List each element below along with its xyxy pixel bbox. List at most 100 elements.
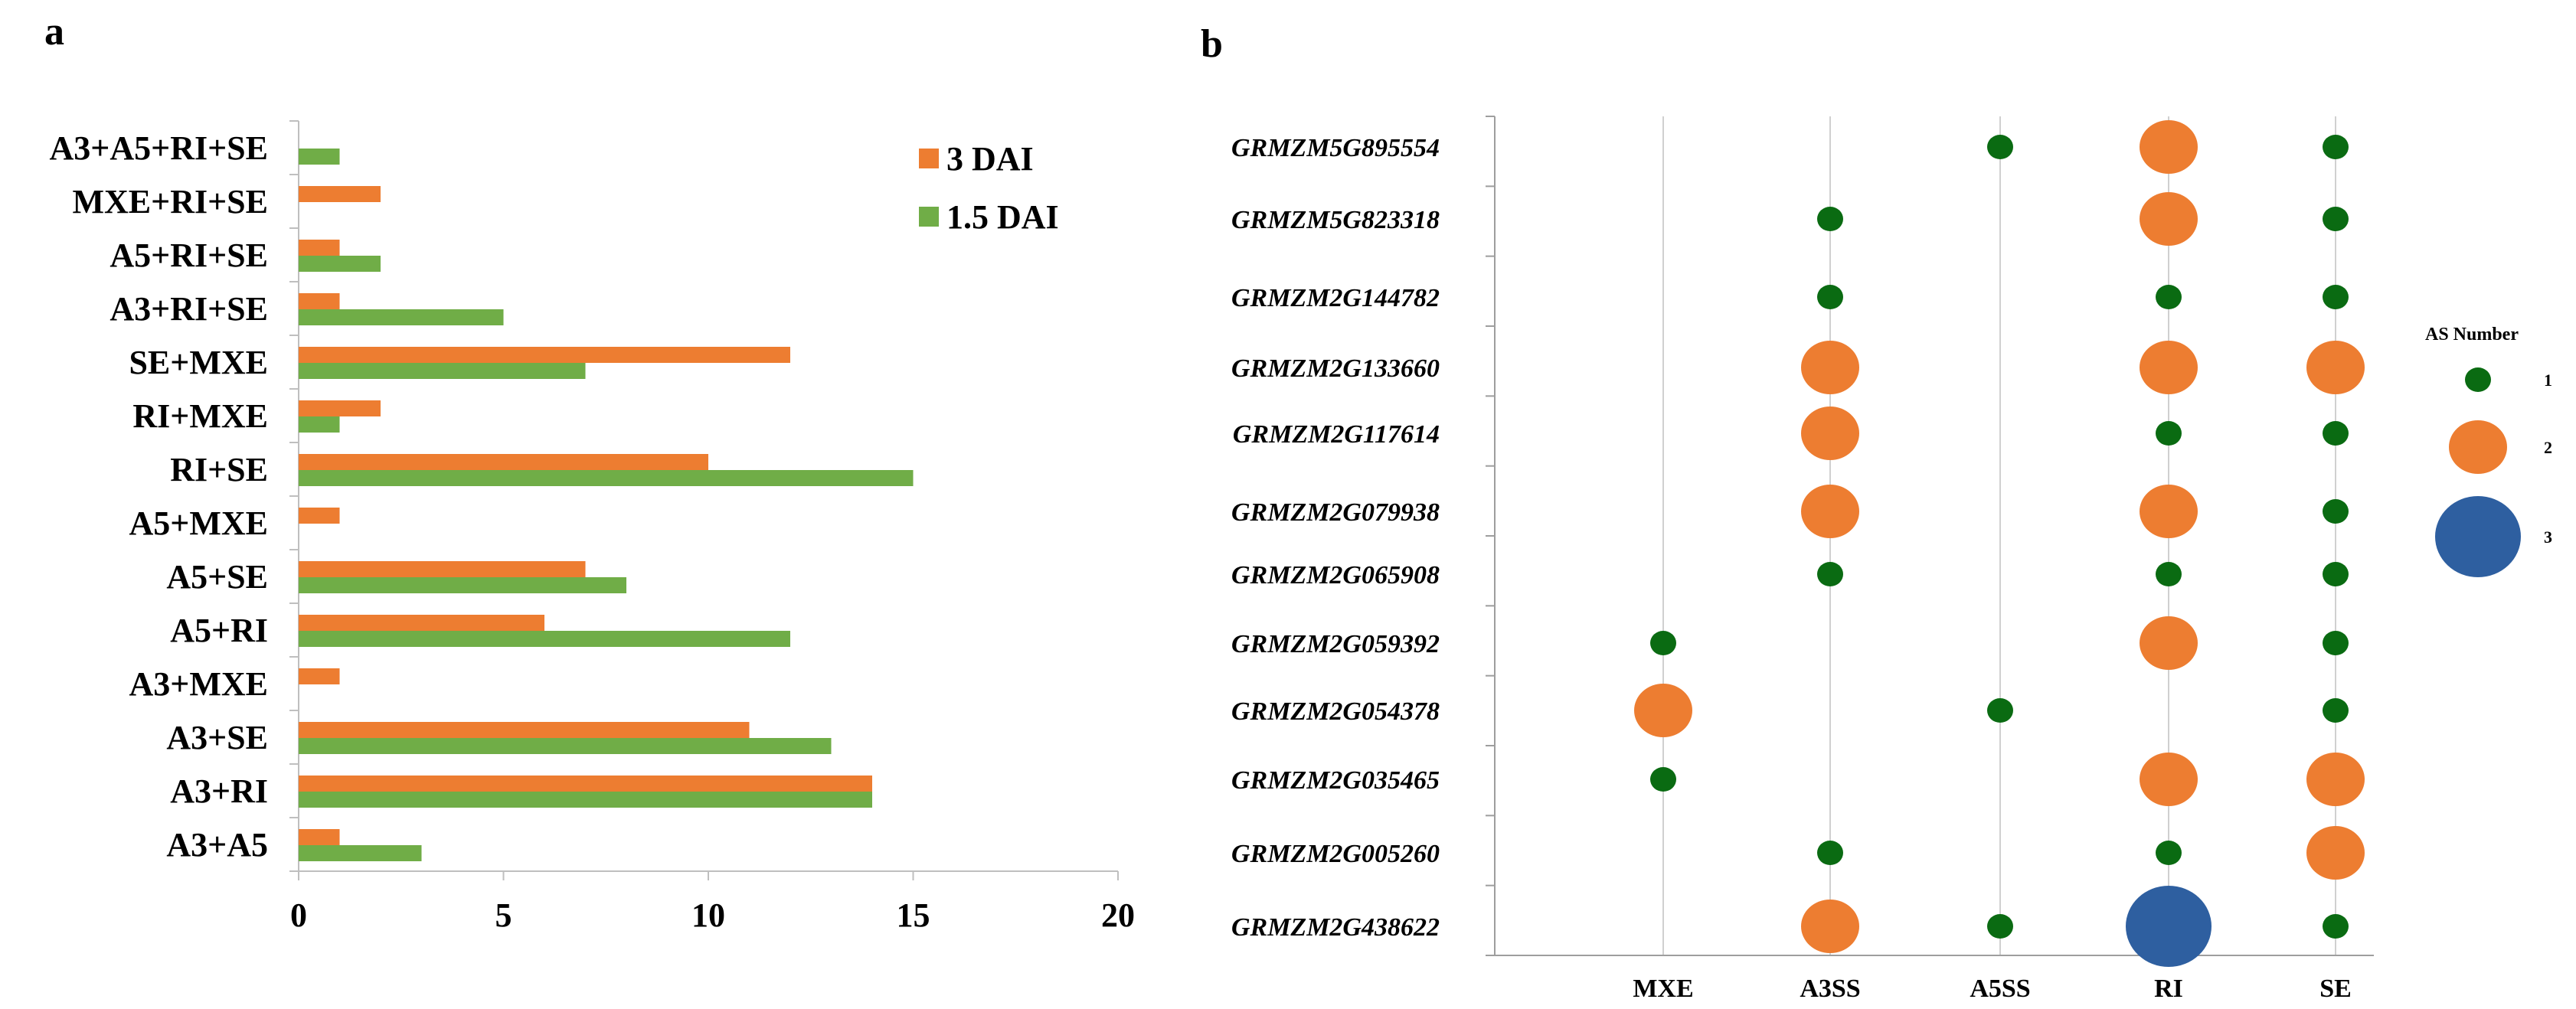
bar-3dai xyxy=(299,400,381,416)
legend-swatch xyxy=(919,207,939,227)
bubble-point xyxy=(1817,285,1843,309)
x-category-label: A3SS xyxy=(1800,975,1860,1003)
bubble-point xyxy=(2323,562,2349,586)
bubble-point xyxy=(1801,341,1859,394)
x-category-label: SE xyxy=(2319,975,2352,1003)
bar-1-5dai xyxy=(299,792,872,808)
bubble-point xyxy=(2323,499,2349,524)
bubble-point xyxy=(2323,421,2349,446)
bubble-point xyxy=(2140,341,2198,394)
bubble-point xyxy=(2323,698,2349,723)
x-tick-label: 10 xyxy=(691,896,725,934)
bubble-point xyxy=(1650,767,1676,792)
bubble-point xyxy=(2323,135,2349,159)
bubble-point xyxy=(2140,192,2198,246)
gene-label: GRMZM2G438622 xyxy=(1231,913,1440,942)
bar-3dai xyxy=(299,347,790,363)
bubble-point xyxy=(2156,841,2182,865)
bar-3dai xyxy=(299,508,340,524)
category-label: MXE+RI+SE xyxy=(72,183,268,220)
panel-a-label: a xyxy=(44,10,64,54)
bubble-point xyxy=(2306,753,2365,806)
bar-1-5dai xyxy=(299,149,340,165)
legend-swatch xyxy=(919,149,939,168)
bar-1-5dai xyxy=(299,416,340,433)
legend-value: 2 xyxy=(2544,438,2552,457)
bar-3dai xyxy=(299,561,586,577)
bubble-point xyxy=(2140,616,2198,670)
gene-label: GRMZM2G133660 xyxy=(1231,354,1440,383)
bar-3dai xyxy=(299,829,340,845)
bubble-point xyxy=(2140,753,2198,806)
bubble-point xyxy=(1650,631,1676,655)
bar-3dai xyxy=(299,776,872,792)
x-tick-label: 5 xyxy=(495,896,512,934)
bar-1-5dai xyxy=(299,845,422,861)
legend-label: 1.5 DAI xyxy=(946,198,1059,236)
category-label: SE+MXE xyxy=(129,344,268,381)
bubble-point xyxy=(2156,285,2182,309)
bubble-point xyxy=(2140,120,2198,174)
bar-1-5dai xyxy=(299,363,586,379)
panel-b-label: b xyxy=(1201,22,1223,66)
bar-1-5dai xyxy=(299,631,790,647)
category-label: A3+MXE xyxy=(129,665,269,703)
bubble-point xyxy=(2126,886,2212,967)
bar-1-5dai xyxy=(299,256,381,272)
bubble-point xyxy=(1987,698,2013,723)
legend-value: 1 xyxy=(2544,371,2552,390)
x-category-label: MXE xyxy=(1633,975,1693,1003)
bubble-point xyxy=(2323,631,2349,655)
x-tick-label: 20 xyxy=(1101,896,1135,934)
bubble-point xyxy=(1987,135,2013,159)
category-label: A3+SE xyxy=(166,719,268,756)
bubble-point xyxy=(2140,485,2198,538)
gene-label: GRMZM5G823318 xyxy=(1231,206,1440,234)
bubble-point xyxy=(1817,841,1843,865)
bubble-point xyxy=(1634,684,1692,737)
bar-1-5dai xyxy=(299,470,914,486)
bar-3dai xyxy=(299,722,750,738)
bar-3dai xyxy=(299,454,708,470)
category-label: A3+A5+RI+SE xyxy=(50,129,268,167)
bubble-point xyxy=(2156,421,2182,446)
bubble-point xyxy=(1987,914,2013,939)
bar-1-5dai xyxy=(299,309,504,325)
bar-3dai xyxy=(299,240,340,256)
bubble-point xyxy=(2323,285,2349,309)
gene-label: GRMZM2G005260 xyxy=(1231,840,1440,868)
category-label: A3+A5 xyxy=(166,826,268,864)
category-label: RI+SE xyxy=(170,451,268,488)
x-category-label: A5SS xyxy=(1970,975,2030,1003)
legend-label: 3 DAI xyxy=(946,140,1034,178)
gene-label: GRMZM2G144782 xyxy=(1231,284,1440,312)
legend-title: AS Number xyxy=(2425,325,2519,344)
category-label: A3+RI+SE xyxy=(110,290,268,328)
bar-1-5dai xyxy=(299,738,832,754)
bubble-point xyxy=(2306,341,2365,394)
bubble-point xyxy=(2306,826,2365,880)
gene-label: GRMZM2G054378 xyxy=(1231,697,1440,726)
bar-3dai xyxy=(299,293,340,309)
category-label: RI+MXE xyxy=(132,397,268,435)
bubble-point xyxy=(2323,207,2349,231)
chart-b: GRMZM5G895554 GRMZM5G823318 GRMZM2G144782 G… xyxy=(1231,116,2552,1003)
bar-3dai xyxy=(299,615,544,631)
bubble-point xyxy=(2323,914,2349,939)
category-label: A5+RI+SE xyxy=(110,237,268,274)
bar-1-5dai xyxy=(299,577,626,593)
bubble-point xyxy=(1817,207,1843,231)
legend-bubble xyxy=(2449,420,2507,474)
x-tick-label: 0 xyxy=(290,896,307,934)
gene-label: GRMZM2G079938 xyxy=(1231,498,1440,527)
bubble-point xyxy=(1801,900,1859,953)
gene-label: GRMZM2G035465 xyxy=(1231,766,1440,795)
x-tick-label: 15 xyxy=(897,896,930,934)
x-category-label: RI xyxy=(2154,975,2183,1003)
category-label: A5+RI xyxy=(170,612,268,649)
gene-label: GRMZM2G117614 xyxy=(1233,420,1440,449)
category-label: A5+SE xyxy=(166,558,268,596)
bubble-point xyxy=(1801,407,1859,460)
bubble-point xyxy=(2156,562,2182,586)
